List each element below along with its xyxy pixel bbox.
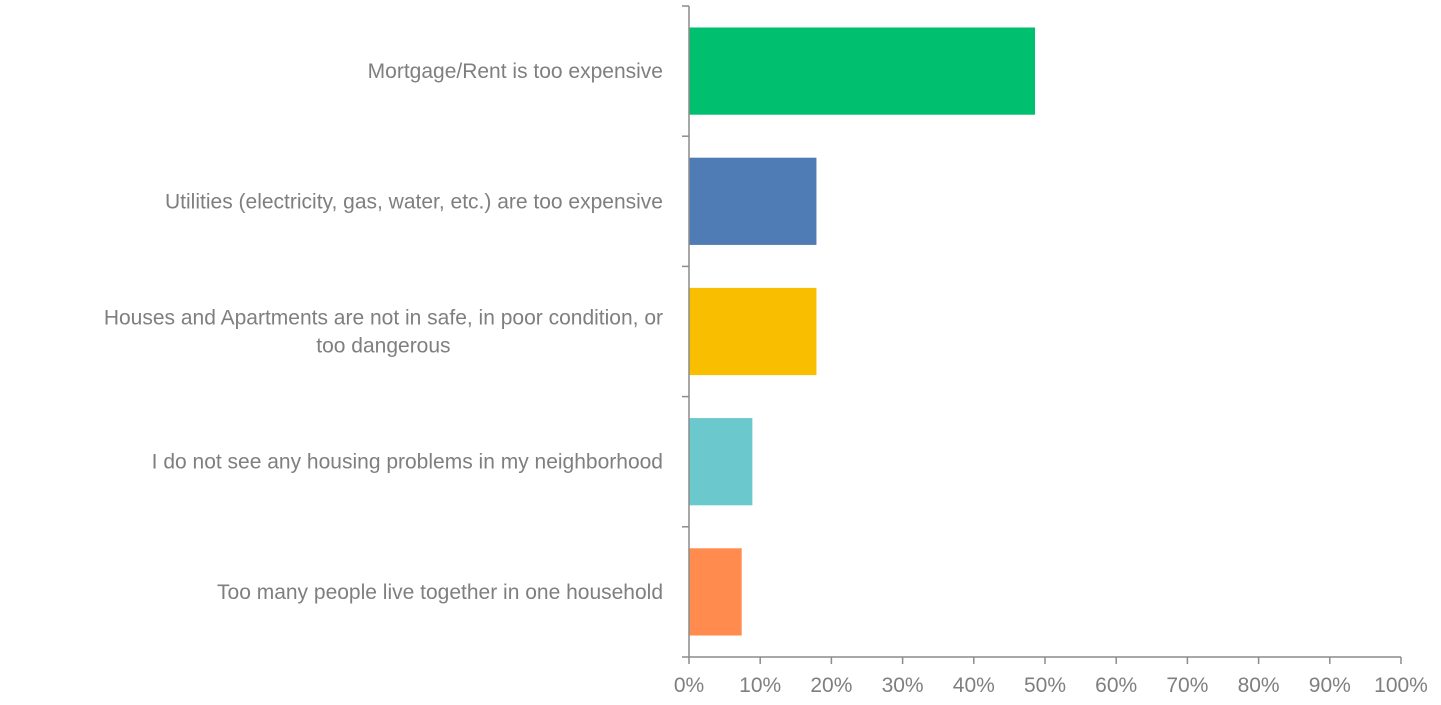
category-label: I do not see any housing problems in my … bbox=[152, 451, 663, 474]
x-tick-label: 60% bbox=[1095, 674, 1137, 697]
x-tick-label: 100% bbox=[1374, 674, 1428, 697]
x-tick-marks-group bbox=[688, 657, 1402, 664]
bar bbox=[689, 418, 753, 506]
category-label-line: Utilities (electricity, gas, water, etc.… bbox=[165, 190, 663, 213]
x-tick-label: 40% bbox=[953, 674, 995, 697]
y-tick-marks-group bbox=[682, 5, 689, 658]
category-label-line: Houses and Apartments are not in safe, i… bbox=[104, 307, 663, 330]
category-label: Too many people live together in one hou… bbox=[217, 581, 663, 604]
bar bbox=[689, 287, 817, 376]
category-label-line: Mortgage/Rent is too expensive bbox=[368, 60, 663, 83]
category-label: Utilities (electricity, gas, water, etc.… bbox=[165, 190, 663, 213]
x-tick-label: 0% bbox=[674, 674, 704, 697]
bars-group bbox=[689, 27, 1036, 636]
x-tick-labels-group: 0% 10% 20% 30% 40% 50% 60% 70% 80% 90% 100% bbox=[674, 674, 1428, 697]
category-label-line: too dangerous bbox=[316, 335, 450, 358]
bar bbox=[689, 548, 742, 636]
category-labels-group: Mortgage/Rent is too expensive Utilities … bbox=[104, 60, 663, 604]
x-tick-label: 90% bbox=[1309, 674, 1351, 697]
category-label-line: I do not see any housing problems in my … bbox=[152, 451, 663, 474]
x-tick-label: 70% bbox=[1166, 674, 1208, 697]
x-tick-label: 50% bbox=[1024, 674, 1066, 697]
category-label-line: Too many people live together in one hou… bbox=[217, 581, 663, 604]
category-label: Houses and Apartments are not in safe, i… bbox=[104, 307, 663, 358]
category-label: Mortgage/Rent is too expensive bbox=[368, 60, 663, 83]
x-tick-label: 80% bbox=[1238, 674, 1280, 697]
bar bbox=[689, 27, 1036, 115]
bar bbox=[689, 157, 817, 245]
x-tick-label: 30% bbox=[882, 674, 924, 697]
x-tick-label: 10% bbox=[739, 674, 781, 697]
x-tick-label: 20% bbox=[810, 674, 852, 697]
